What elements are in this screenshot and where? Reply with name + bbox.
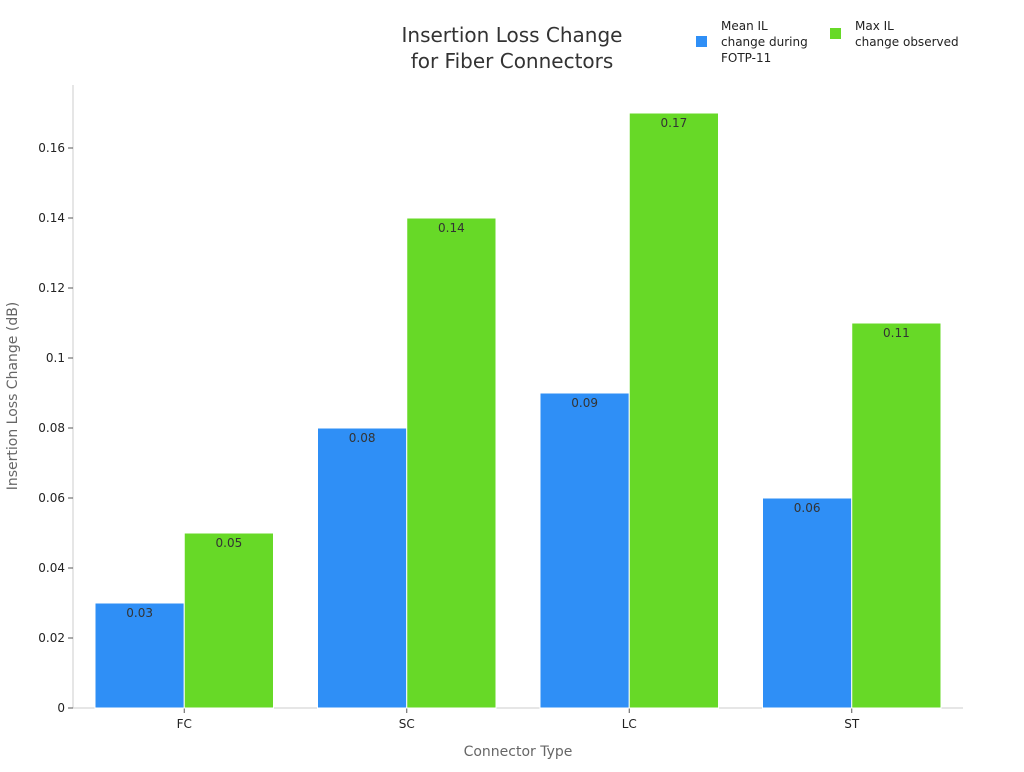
y-tick-label: 0 — [57, 701, 65, 715]
legend-label-series-1: Mean IL — [721, 19, 768, 33]
y-tick-label: 0.12 — [38, 281, 65, 295]
y-tick-label: 0.06 — [38, 491, 65, 505]
chart-title: Insertion Loss Change for Fiber Connecto… — [402, 23, 623, 73]
bar-lc-series-2 — [628, 112, 719, 709]
bar-st-series-2 — [851, 322, 942, 709]
legend: Mean IL change during FOTP-11 Max IL change … — [696, 19, 959, 65]
bar-value-label: 0.03 — [126, 606, 153, 620]
y-tick-label: 0.14 — [38, 211, 65, 225]
y-tick-label: 0.16 — [38, 141, 65, 155]
bar-sc-series-1 — [317, 427, 408, 709]
y-tick-label: 0.1 — [46, 351, 65, 365]
legend-label-series-1: FOTP-11 — [721, 51, 771, 65]
bar-labels: 0.03 0.05 0.08 0.14 0.09 0.17 0.06 0.11 — [126, 116, 909, 620]
x-tick-label: LC — [622, 717, 637, 731]
legend-label-series-2: change observed — [855, 35, 959, 49]
bar-value-label: 0.08 — [349, 431, 376, 445]
legend-label-series-1: change during — [721, 35, 808, 49]
x-tick-label: FC — [177, 717, 192, 731]
chart-title-line-2: for Fiber Connectors — [411, 49, 614, 73]
legend-swatch-series-1 — [696, 36, 707, 47]
bar-value-label: 0.09 — [571, 396, 598, 410]
y-tick-label: 0.04 — [38, 561, 65, 575]
x-tick-label: SC — [399, 717, 415, 731]
bar-value-label: 0.14 — [438, 221, 465, 235]
bar-fc-series-2 — [183, 532, 274, 709]
bar-value-label: 0.05 — [216, 536, 243, 550]
bar-sc-series-2 — [406, 217, 497, 709]
y-tick-label: 0.02 — [38, 631, 65, 645]
bar-value-label: 0.17 — [661, 116, 688, 130]
x-tick-label: ST — [844, 717, 860, 731]
bar-value-label: 0.06 — [794, 501, 821, 515]
bars — [94, 112, 942, 709]
bar-value-label: 0.11 — [883, 326, 910, 340]
legend-swatch-series-2 — [830, 28, 841, 39]
legend-label-series-2: Max IL — [855, 19, 894, 33]
x-axis-title: Connector Type — [464, 744, 573, 760]
chart-title-line-1: Insertion Loss Change — [402, 23, 623, 47]
y-axis-title: Insertion Loss Change (dB) — [5, 302, 21, 491]
bar-lc-series-1 — [539, 392, 630, 709]
y-tick-label: 0.08 — [38, 421, 65, 435]
bar-st-series-1 — [762, 497, 853, 709]
